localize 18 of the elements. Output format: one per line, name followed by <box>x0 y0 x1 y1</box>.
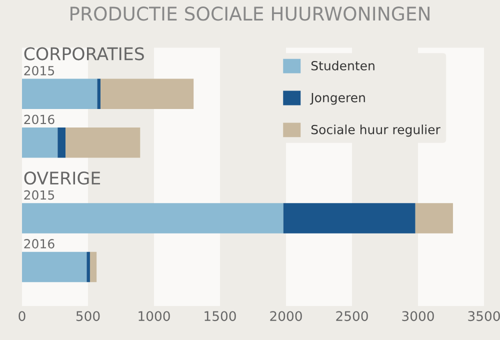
annotation: CORPORATIES <box>24 47 144 60</box>
x-tick-label: 0 <box>18 311 26 322</box>
legend-label: Jongeren <box>310 93 365 105</box>
x-tick-label: 500 <box>76 311 100 322</box>
annotation: OVERIGE <box>24 172 100 185</box>
x-tick-label: 2000 <box>270 311 302 322</box>
x-tick-label: 1500 <box>204 311 236 322</box>
legend-label: Sociale huur regulier <box>311 124 440 137</box>
y-tick-label: 2015 <box>24 66 54 76</box>
y-tick-label: 2015 <box>24 190 54 200</box>
y-tick-label: 2016 <box>24 239 54 248</box>
x-tick-label: 3000 <box>402 311 434 322</box>
chart-title: PRODUCTIE SOCIALE HUURWONINGEN <box>70 6 430 21</box>
y-tick-label: 2016 <box>24 114 54 124</box>
legend-label: Studenten <box>311 60 374 70</box>
x-tick-label: 2500 <box>336 311 368 322</box>
x-tick-label: 1000 <box>138 311 170 322</box>
x-tick-label: 3500 <box>468 311 500 322</box>
